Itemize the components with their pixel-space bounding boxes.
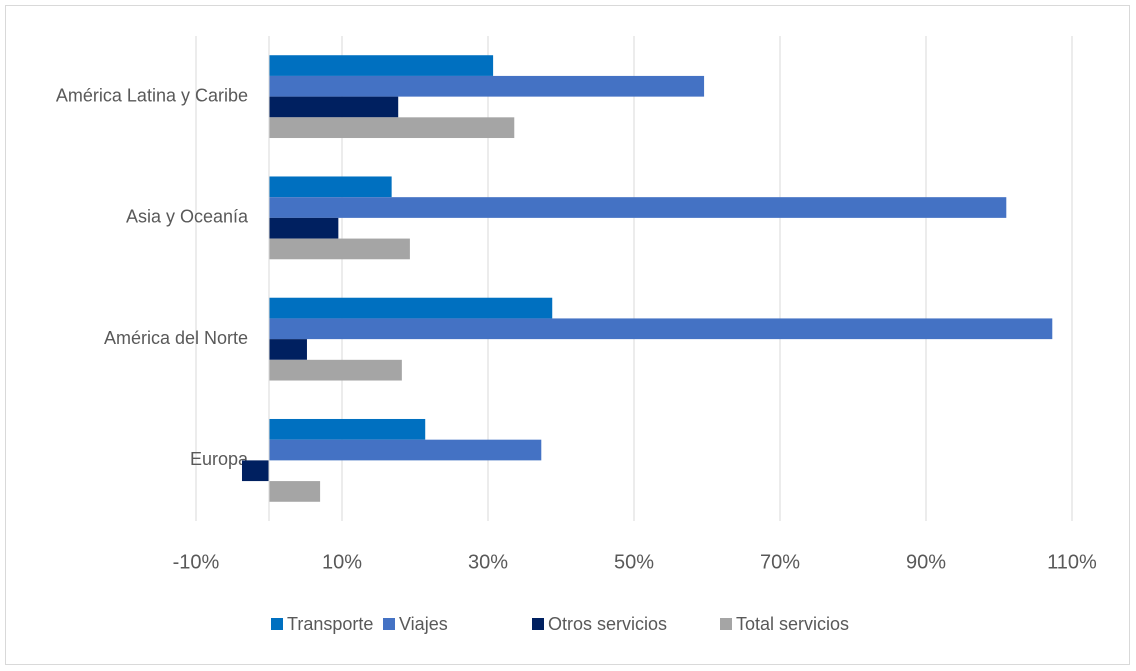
x-tick-label: -10% [173, 551, 220, 573]
bar [269, 481, 321, 502]
x-tick-label: 10% [322, 551, 362, 573]
category-label: América del Norte [104, 328, 248, 348]
bar [269, 297, 553, 319]
legend-swatch [720, 618, 732, 630]
x-tick-label: 70% [760, 551, 800, 573]
bar [269, 176, 392, 198]
bar [269, 359, 402, 381]
x-tick-label: 110% [1047, 551, 1097, 573]
bar [269, 55, 494, 76]
bar [269, 339, 307, 360]
bar [269, 439, 542, 461]
legend-label: Viajes [399, 614, 448, 634]
category-label: Asia y Oceanía [126, 207, 249, 227]
legend-swatch [383, 618, 395, 630]
category-label: Europa [190, 449, 249, 469]
bar [241, 460, 269, 482]
category-label: América Latina y Caribe [56, 85, 248, 105]
bar [269, 418, 426, 440]
bar [269, 75, 705, 97]
bar [269, 96, 399, 118]
legend-swatch [532, 618, 544, 630]
bar [269, 238, 410, 260]
x-tick-label: 30% [468, 551, 508, 573]
x-tick-label: 90% [906, 551, 946, 573]
bar [269, 318, 1053, 340]
legend-label: Total servicios [736, 614, 849, 634]
legend-label: Otros servicios [548, 614, 667, 634]
x-tick-label: 50% [614, 551, 654, 573]
bar [269, 117, 515, 139]
bar [269, 217, 339, 239]
bar [269, 197, 1007, 218]
legend-label: Transporte [287, 614, 373, 634]
legend-swatch [271, 618, 283, 630]
